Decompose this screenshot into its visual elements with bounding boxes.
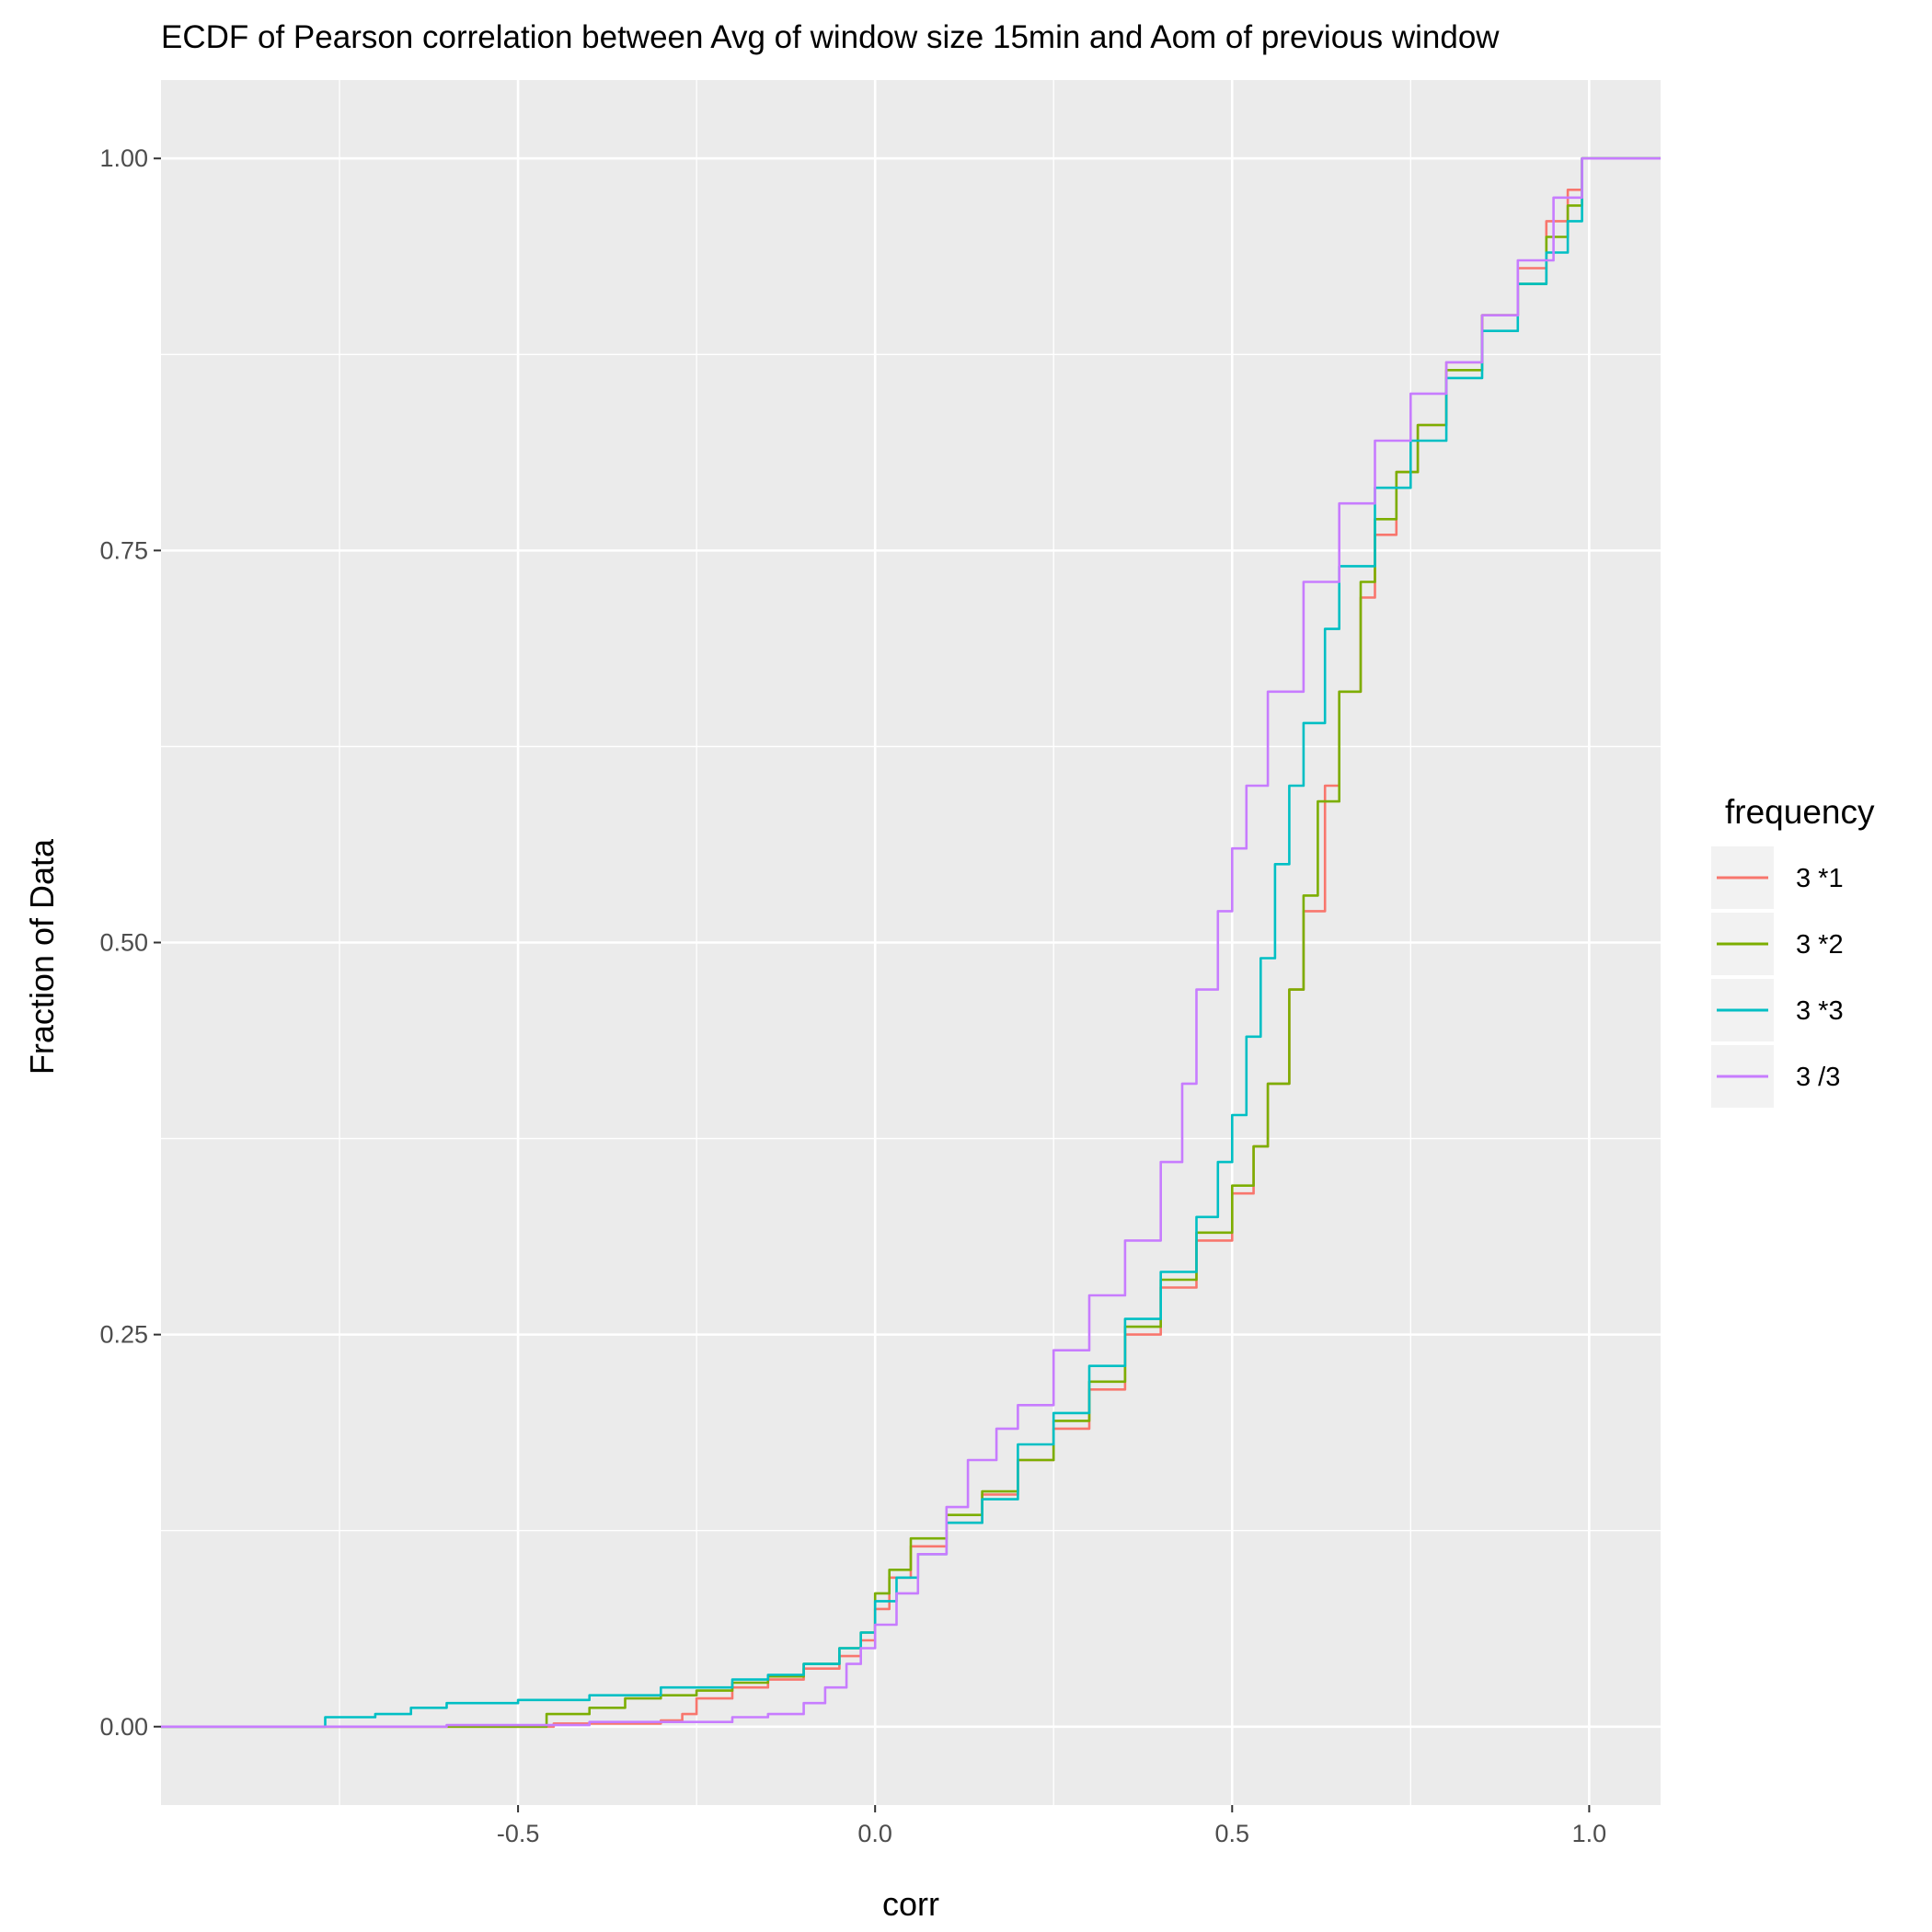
major-gridlines	[161, 80, 1661, 1805]
y-tick-label: 1.00	[99, 144, 148, 172]
legend-label: 3 *3	[1796, 996, 1844, 1026]
legend-title: frequency	[1725, 793, 1875, 831]
y-tick-label: 0.00	[99, 1713, 148, 1741]
y-tick-label: 0.75	[99, 536, 148, 564]
x-tick-label: -0.5	[497, 1820, 540, 1847]
legend-label: 3 *1	[1796, 864, 1844, 893]
series-line-4	[161, 156, 1661, 1729]
series-line-3	[161, 156, 1661, 1729]
series-lines	[161, 156, 1661, 1729]
y-tick-label: 0.25	[99, 1321, 148, 1349]
x-tick-label: 0.0	[857, 1820, 892, 1847]
y-axis: 0.00 0.25 0.50 0.75 1.00	[99, 144, 161, 1741]
y-axis-title: Fraction of Data	[23, 838, 61, 1075]
x-axis-title: corr	[882, 1885, 939, 1923]
legend: frequency 3 *1 3 *2 3 *3 3 /3	[1711, 793, 1875, 1108]
y-tick-label: 0.50	[99, 929, 148, 957]
x-axis: -0.5 0.0 0.5 1.0	[497, 1805, 1606, 1847]
chart-title: ECDF of Pearson correlation between Avg …	[161, 19, 1500, 55]
x-tick-label: 0.5	[1215, 1820, 1250, 1847]
x-tick-label: 1.0	[1572, 1820, 1607, 1847]
legend-label: 3 /3	[1796, 1063, 1840, 1092]
legend-items: 3 *1 3 *2 3 *3 3 /3	[1711, 846, 1844, 1108]
legend-label: 3 *2	[1796, 930, 1844, 960]
